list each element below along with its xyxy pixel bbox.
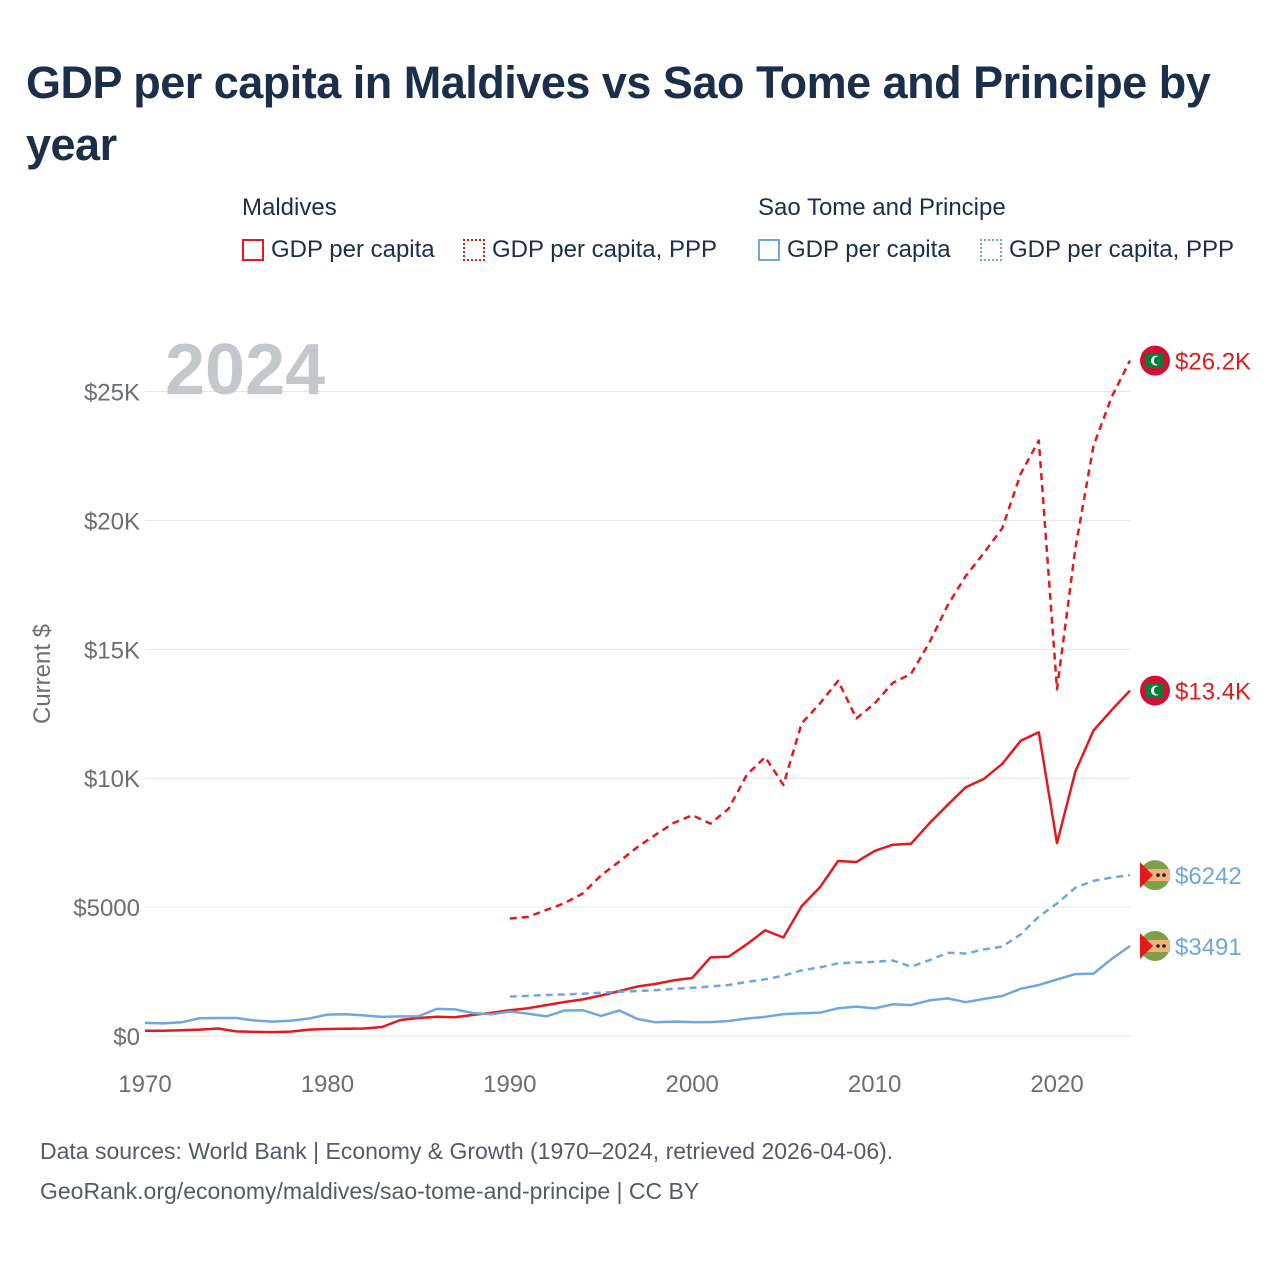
legend-maldives-gdp[interactable]: GDP per capita bbox=[242, 234, 435, 266]
y-axis-ticks: $0 $5000 $10K $15K $20K $25K bbox=[73, 380, 140, 1051]
legend-swatch-solid-blue bbox=[758, 239, 780, 261]
legend-group-maldives: Maldives bbox=[242, 194, 337, 221]
sao-tome-flag-icon bbox=[1140, 860, 1170, 891]
legend-maldives-gdp-ppp[interactable]: GDP per capita, PPP bbox=[463, 234, 717, 266]
chart-title: GDP per capita in Maldives vs Sao Tome a… bbox=[26, 57, 1211, 170]
legend-swatch-solid-red bbox=[242, 239, 264, 261]
y-tick-label: $15K bbox=[84, 637, 140, 664]
x-tick-label: 2010 bbox=[848, 1071, 901, 1098]
legend-label: GDP per capita, PPP bbox=[492, 236, 717, 263]
y-tick-label: $5000 bbox=[73, 895, 140, 922]
legend-swatch-dotted-red bbox=[463, 239, 485, 261]
series-line bbox=[509, 873, 1131, 998]
series-line bbox=[509, 360, 1132, 920]
series-end-label: $6242 bbox=[1175, 863, 1242, 890]
x-tick-label: 1970 bbox=[118, 1071, 171, 1098]
x-axis-ticks: 1970 1980 1990 2000 2010 2020 bbox=[118, 1071, 1083, 1098]
legend-sao-tome-gdp[interactable]: GDP per capita bbox=[758, 234, 951, 266]
legend-group-sao-tome: Sao Tome and Principe bbox=[758, 194, 1006, 221]
maldives-flag-icon bbox=[1140, 345, 1170, 376]
series-end-label: $13.4K bbox=[1175, 679, 1251, 706]
end-labels: $13.4K $26.2K $3491 $6242 bbox=[1140, 345, 1251, 962]
y-tick-label: $20K bbox=[84, 508, 140, 535]
x-tick-label: 2000 bbox=[666, 1071, 719, 1098]
series-lines bbox=[144, 360, 1132, 1034]
y-tick-label: $25K bbox=[84, 380, 140, 407]
sao-tome-flag-icon bbox=[1140, 931, 1170, 962]
legend-swatch-dotted-blue bbox=[980, 239, 1002, 261]
series-end-label: $3491 bbox=[1175, 934, 1242, 961]
legend-label: GDP per capita bbox=[271, 236, 435, 263]
legend-sao-tome-gdp-ppp[interactable]: GDP per capita, PPP bbox=[980, 234, 1234, 266]
series-end-label: $26.2K bbox=[1175, 349, 1251, 376]
grid-lines bbox=[145, 391, 1130, 1037]
legend-label: GDP per capita, PPP bbox=[1009, 236, 1234, 263]
y-tick-label: $10K bbox=[84, 766, 140, 793]
x-tick-label: 2020 bbox=[1030, 1071, 1083, 1098]
maldives-flag-icon bbox=[1140, 675, 1170, 706]
footer-sources: Data sources: World Bank | Economy & Gro… bbox=[40, 1138, 894, 1164]
y-tick-label: $0 bbox=[113, 1024, 140, 1051]
series-line bbox=[144, 944, 1131, 1025]
x-tick-label: 1980 bbox=[301, 1071, 354, 1098]
footer-url: GeoRank.org/economy/maldives/sao-tome-an… bbox=[40, 1178, 700, 1204]
year-watermark: 2024 bbox=[165, 330, 325, 410]
x-tick-label: 1990 bbox=[483, 1071, 536, 1098]
legend-label: GDP per capita bbox=[787, 236, 951, 263]
series-line bbox=[145, 689, 1131, 1034]
y-axis-label: Current $ bbox=[29, 624, 56, 724]
